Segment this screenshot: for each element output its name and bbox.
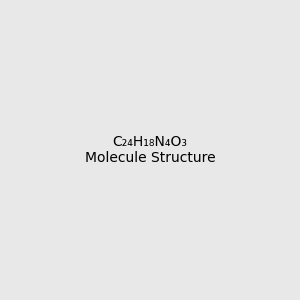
Text: C₂₄H₁₈N₄O₃
Molecule Structure: C₂₄H₁₈N₄O₃ Molecule Structure [85, 135, 215, 165]
